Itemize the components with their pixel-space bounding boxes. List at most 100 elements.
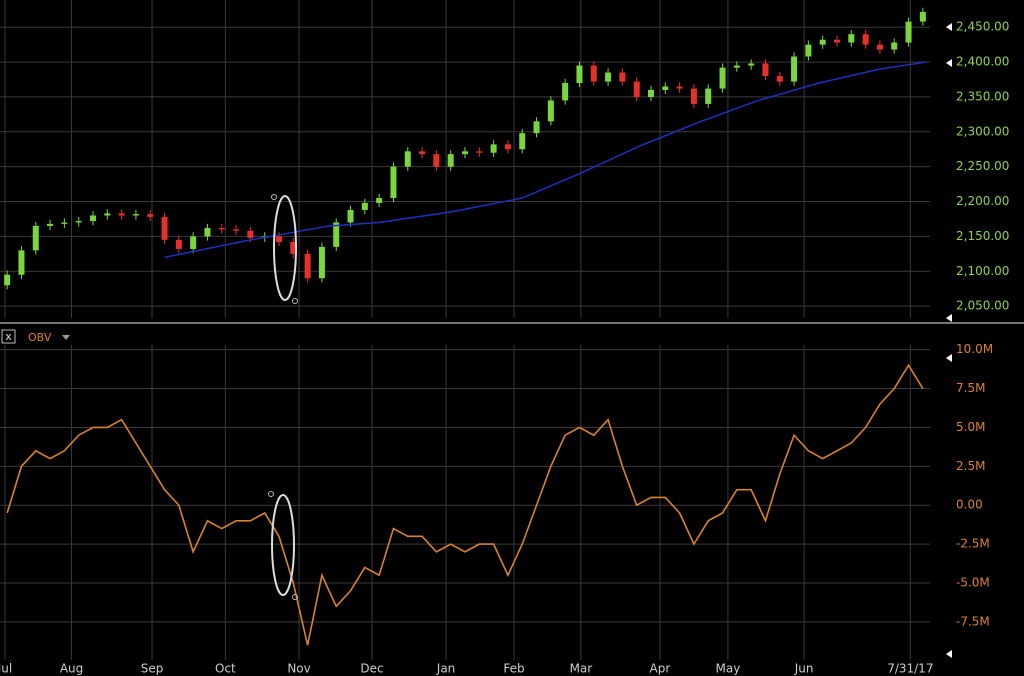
candle-body: [233, 229, 240, 231]
highlight-ellipse: [271, 494, 295, 596]
candle-body: [347, 209, 354, 223]
x-tick-label: Mar: [570, 662, 593, 676]
indicator-name: OBV: [28, 331, 52, 344]
moving-average: [164, 61, 927, 259]
y-tick-label: 2,400.00: [956, 55, 1009, 69]
candle-body: [776, 76, 783, 82]
x-tick-label: Aug: [60, 662, 83, 676]
candle-body: [819, 39, 826, 45]
y-tick-label: 0.00: [956, 498, 983, 512]
x-tick-label: 7/31/17: [887, 662, 933, 676]
y-tick-label: 2,200.00: [956, 194, 1009, 208]
x-tick-label: Oct: [215, 662, 236, 676]
candle-body: [4, 274, 11, 286]
candle-body: [762, 63, 769, 77]
candle-body: [504, 144, 511, 150]
candle-body: [805, 44, 812, 57]
handle: [292, 298, 298, 304]
candle-body: [919, 11, 926, 22]
candle-body: [276, 236, 282, 242]
candle-body: [290, 241, 297, 254]
candle-body: [490, 144, 497, 153]
candle-body: [447, 154, 454, 167]
candle-body: [433, 154, 440, 167]
candle-body: [118, 213, 125, 216]
x-tick-label: Sep: [141, 662, 164, 676]
x-tick-label: Apr: [650, 662, 671, 676]
candle-body: [161, 216, 168, 240]
y-tick-label: -5.0M: [956, 576, 990, 590]
candle-body: [905, 21, 912, 43]
candle-body: [848, 34, 855, 43]
candle-body: [190, 236, 197, 249]
candle-body: [547, 100, 554, 122]
y-tick-label: 2,100.00: [956, 264, 1009, 278]
y-tick-label: 2,150.00: [956, 229, 1009, 243]
candle-body: [175, 239, 182, 249]
candle-body: [876, 44, 883, 50]
candle-body: [891, 42, 898, 50]
candle-body: [476, 151, 483, 153]
close-icon: x: [5, 330, 12, 343]
grid-layer: [0, 0, 930, 660]
scroll-marker: [946, 314, 952, 322]
candle-body: [676, 86, 683, 89]
highlight-ellipse: [273, 195, 297, 301]
x-tick-label: May: [715, 662, 740, 676]
candle-body: [834, 39, 840, 43]
x-tick-label: Dec: [360, 662, 383, 676]
candle-body: [791, 56, 798, 82]
candle-body: [576, 65, 583, 83]
candle-body: [147, 214, 154, 217]
candle-body: [218, 228, 225, 230]
candle-body: [733, 65, 740, 68]
dropdown-arrow[interactable]: [62, 335, 70, 340]
y-tick-label: 7.5M: [956, 381, 985, 395]
scroll-marker: [946, 650, 952, 658]
candle-body: [590, 65, 597, 82]
x-tick-label: Feb: [503, 662, 524, 676]
candle-body: [404, 151, 411, 167]
candle-body: [562, 82, 569, 101]
y-tick-label: 2.5M: [956, 459, 985, 473]
candle-body: [333, 222, 340, 247]
candle-body: [605, 72, 612, 82]
candle-body: [75, 221, 82, 223]
handle: [268, 491, 274, 497]
price-marker: [946, 23, 952, 31]
candle-body: [376, 198, 383, 203]
y-tick-label: -2.5M: [956, 537, 990, 551]
candle-body: [390, 166, 397, 199]
y-tick-label: 2,050.00: [956, 299, 1009, 313]
candle-body: [104, 213, 111, 216]
x-tick-label: Jun: [794, 662, 814, 676]
y-tick-label: 2,250.00: [956, 159, 1009, 173]
value-marker: [946, 354, 952, 362]
obv-line: [6, 363, 924, 646]
candle-body: [47, 223, 54, 226]
candle-body: [90, 215, 96, 222]
candle-body: [419, 151, 426, 155]
candle-body: [719, 67, 726, 89]
handle: [292, 594, 298, 600]
y-tick-label: 10.0M: [956, 342, 993, 356]
candle-body: [690, 88, 697, 104]
candle-body: [533, 121, 540, 134]
y-tick-label: -7.5M: [956, 614, 990, 628]
close-button[interactable]: [1, 329, 16, 344]
candle-body: [462, 151, 468, 155]
candle-body: [304, 253, 311, 279]
candle-body: [619, 72, 626, 82]
candle-body: [61, 222, 68, 224]
candle-body: [204, 228, 211, 237]
candle-body: [662, 86, 669, 90]
candle-body: [519, 133, 526, 150]
candle-body: [361, 202, 368, 210]
y-tick-label: 2,450.00: [956, 20, 1009, 34]
candle-body: [705, 88, 712, 104]
price-marker: [946, 59, 952, 67]
handle: [271, 194, 277, 200]
candle-body: [318, 246, 325, 279]
candle-body: [32, 225, 39, 251]
